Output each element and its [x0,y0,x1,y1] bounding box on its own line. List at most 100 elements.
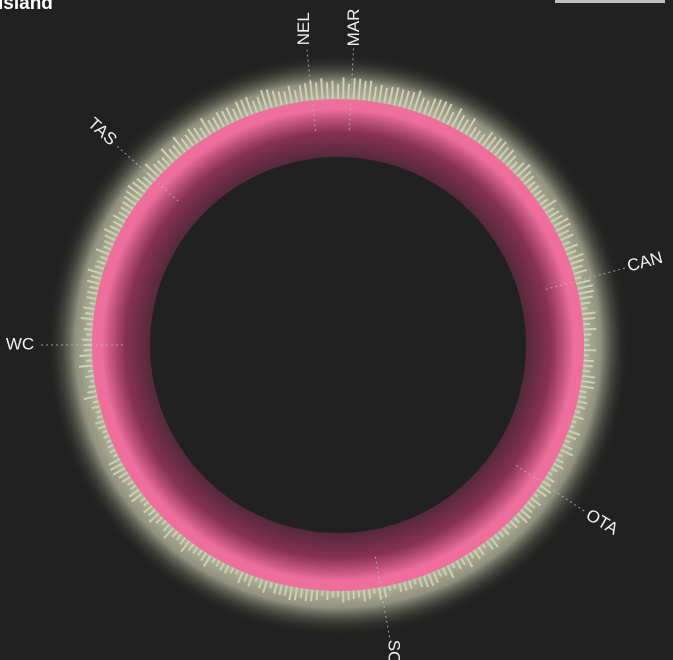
outer-bar [437,101,448,121]
outer-bar [490,537,499,548]
outer-bar [143,504,153,514]
region-tick-nel [306,46,317,132]
outer-bar [211,557,216,564]
outer-bar [180,138,191,150]
outer-bar [244,96,254,115]
outer-bar [127,480,134,486]
outer-bar [118,211,129,219]
outer-bar [398,89,405,107]
outer-bar [536,194,546,202]
outer-bar [187,128,199,144]
outer-bar [533,492,539,498]
outer-bar [97,424,107,430]
outer-bar [88,385,96,389]
outer-bar [550,467,558,473]
outer-bar [180,540,191,553]
outer-bar [131,492,143,503]
outer-bar [112,467,126,476]
outer-bar [103,434,110,439]
outer-bar [223,564,230,574]
region-label-ota: OTA [583,505,622,539]
outer-bar [293,90,298,103]
page-title: Island [0,0,53,14]
outer-bar [505,523,511,529]
outer-bar [87,268,103,275]
outer-bar [530,497,542,507]
outer-bar [262,580,268,594]
outer-bar [240,99,249,117]
outer-bar [481,543,487,549]
outer-bar [80,316,94,321]
outer-bar [163,527,175,539]
outer-bar [464,554,474,568]
outer-bar [451,107,463,128]
outer-bar [234,101,244,119]
outer-bar [79,354,93,357]
outer-bar [89,285,99,290]
outer-bar [277,91,283,106]
outer-bar [460,119,470,133]
outer-bar [460,557,466,566]
outer-bar [108,458,121,466]
outer-bar [78,364,93,368]
outer-bar [557,229,570,237]
region-label-nel: NEL [294,12,313,45]
outer-bar [571,420,577,424]
outer-bar [378,587,383,600]
outer-bar [577,400,588,405]
outer-bar [580,301,591,305]
region-label-can: CAN [625,248,665,276]
outer-bar [229,567,235,574]
outer-bar [187,543,195,552]
outer-bar [485,540,494,550]
outer-bar [283,91,288,105]
outer-bar [468,126,478,138]
outer-bar [523,175,535,186]
outer-bar [408,580,413,590]
outer-bar [110,462,123,471]
outer-bar [513,162,525,174]
outer-bar [367,80,373,102]
outer-bar [468,552,475,559]
outer-bar [103,245,112,251]
outer-bar [446,564,455,579]
outer-bar [383,87,389,104]
outer-bar [494,141,507,157]
outer-bar [315,590,319,601]
outer-bar [142,176,153,186]
outer-bar [362,80,367,101]
center-hole [102,109,574,581]
outer-bar [103,228,119,237]
outer-bar [372,588,376,594]
outer-bar [545,207,555,215]
outer-bar [555,458,564,464]
outer-bar [176,533,182,541]
outer-bar [497,530,505,538]
outer-bar [225,107,235,123]
outer-bar [123,195,137,206]
outer-bar [254,576,259,583]
outer-bar [581,307,588,311]
outer-bar [580,385,594,390]
outer-bar [578,289,594,295]
outer-bar [555,222,571,232]
outer-bar [398,583,403,592]
outer-bar [87,290,98,295]
outer-bar [413,578,417,585]
region-label-wc: WC [6,334,34,353]
outer-bar [542,480,552,488]
outer-bar [96,260,107,266]
outer-bar [523,504,533,514]
outer-bar [455,114,466,130]
outer-bar [243,573,249,582]
outer-bar [403,581,408,591]
outer-bar [393,584,397,589]
outer-bar [581,379,596,384]
outer-bar [92,400,99,404]
outer-bar [581,311,596,316]
outer-bar [408,91,416,110]
outer-bar [520,508,532,519]
outer-bar [171,530,179,538]
outer-bar [582,316,596,321]
